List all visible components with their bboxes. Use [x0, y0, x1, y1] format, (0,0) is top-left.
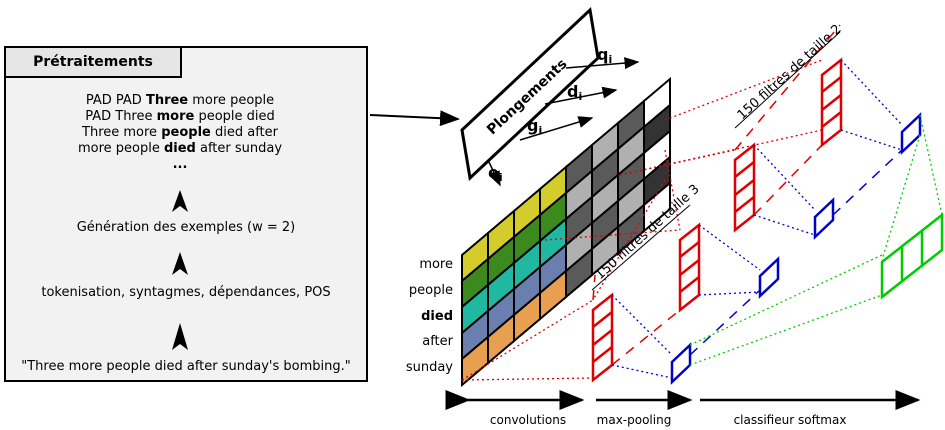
filter-size-2 — [735, 60, 841, 230]
word-label: sunday — [406, 360, 453, 375]
filter-label-2: 150 filtres de taille 2 — [735, 22, 845, 123]
up-arrow-icon — [172, 190, 188, 350]
svg-text:di: di — [567, 82, 582, 103]
svg-text:qi: qi — [597, 45, 612, 66]
stage-label: max-pooling — [597, 413, 672, 427]
word-label: died — [421, 309, 453, 324]
flow-arrow — [370, 115, 458, 119]
word-label: after — [422, 334, 453, 349]
word-label: more — [419, 257, 453, 272]
svg-text:gi: gi — [527, 116, 542, 137]
softmax-links — [690, 115, 942, 365]
stage-label: convolutions — [490, 413, 566, 427]
svg-text:ei: ei — [488, 163, 503, 184]
word-labels: more people died after sunday — [406, 257, 454, 375]
pool-dashes — [690, 150, 902, 355]
softmax-layer — [882, 215, 942, 297]
stage-label: classifieur softmax — [734, 413, 847, 427]
stage-labels: convolutions max-pooling classifieur sof… — [490, 413, 847, 427]
word-label: people — [409, 283, 453, 298]
embedding-matrix-colored — [462, 167, 566, 385]
